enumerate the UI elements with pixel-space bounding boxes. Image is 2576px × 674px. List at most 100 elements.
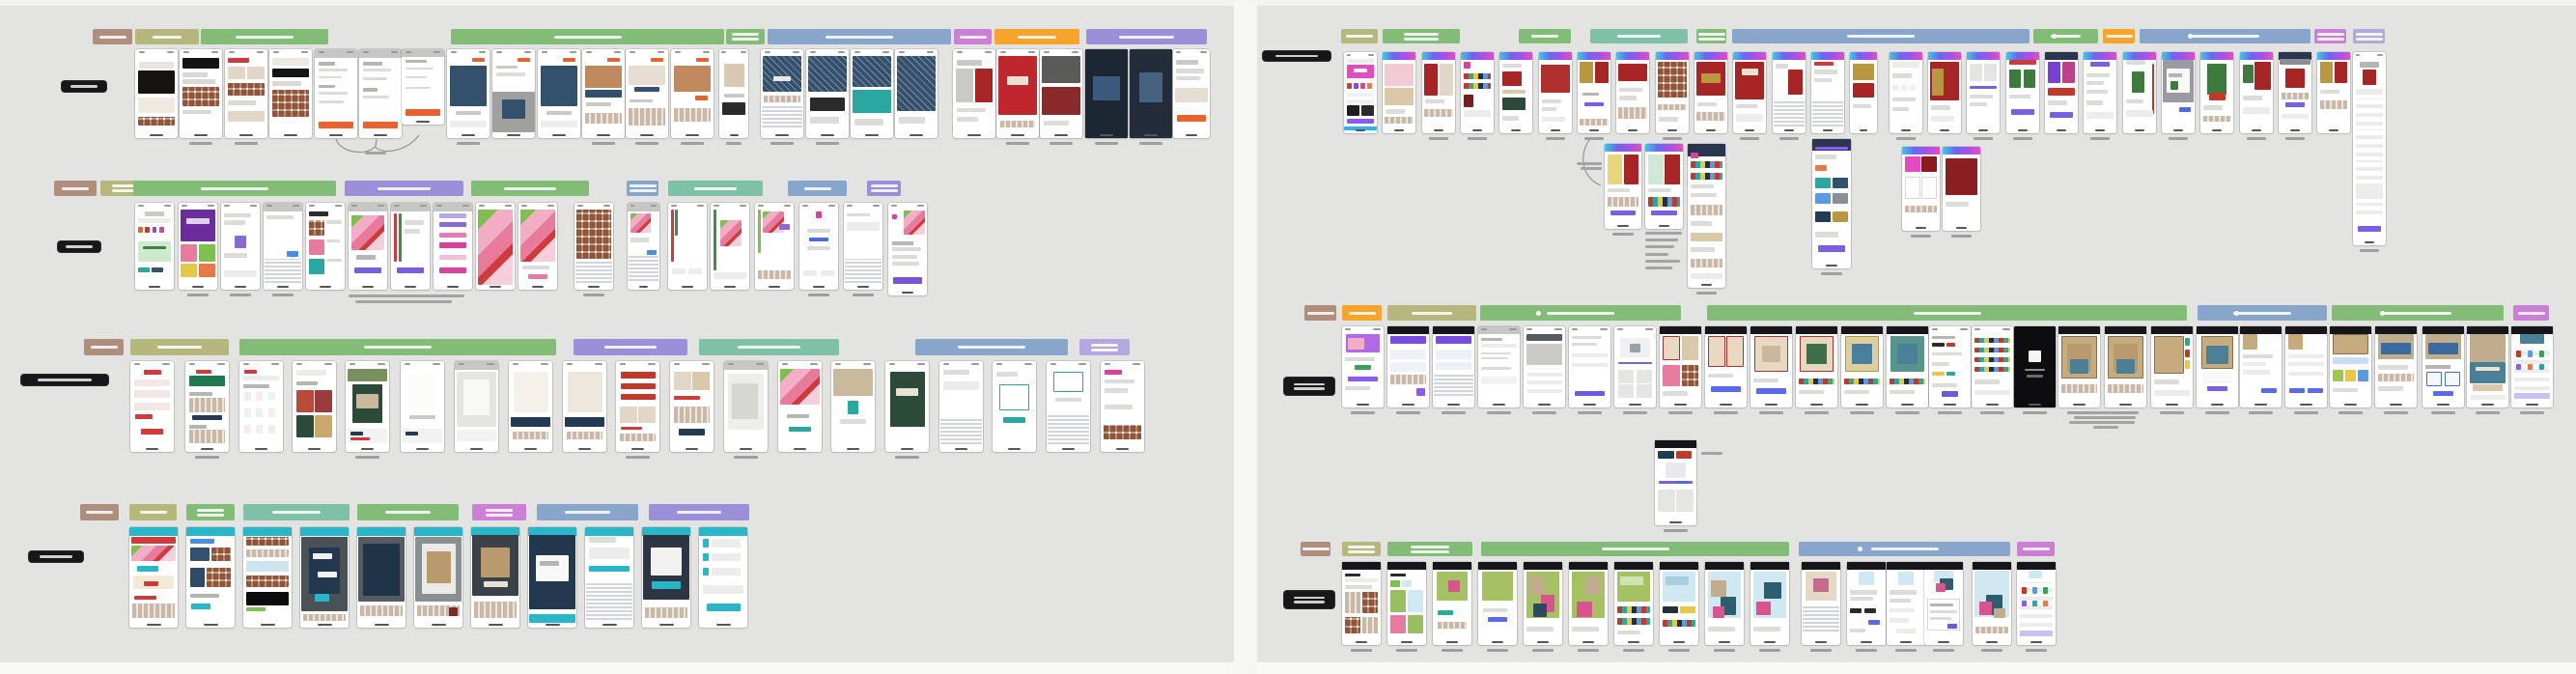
app-screen-frame[interactable] — [447, 49, 490, 138]
section-label-bar[interactable] — [954, 29, 992, 44]
app-screen-frame[interactable] — [2200, 52, 2233, 133]
app-screen-frame[interactable] — [616, 361, 659, 452]
app-screen-frame[interactable] — [2422, 326, 2464, 407]
section-label-bar[interactable] — [1799, 542, 2010, 556]
app-screen-frame[interactable] — [585, 527, 633, 628]
app-screen-frame[interactable] — [528, 527, 576, 628]
section-label-bar[interactable] — [668, 181, 763, 196]
app-screen-frame[interactable] — [2058, 326, 2100, 407]
app-screen-frame[interactable] — [1085, 49, 1128, 138]
app-screen-frame[interactable] — [518, 203, 557, 290]
app-screen-frame[interactable] — [1841, 326, 1883, 407]
section-label-bar[interactable] — [699, 339, 839, 355]
app-screen-frame[interactable] — [1688, 144, 1725, 288]
app-screen-frame[interactable] — [1660, 326, 1701, 407]
app-screen-frame[interactable] — [2330, 326, 2371, 407]
app-screen-frame[interactable] — [939, 361, 983, 452]
app-screen-frame[interactable] — [1750, 562, 1789, 645]
app-screen-frame[interactable] — [1344, 52, 1377, 133]
app-screen-frame[interactable] — [1569, 562, 1608, 645]
section-label-bar[interactable] — [357, 504, 459, 520]
section-label-bar[interactable] — [649, 504, 749, 520]
section-label-bar[interactable] — [1086, 29, 1207, 44]
section-label-bar[interactable] — [1341, 29, 1378, 43]
section-label-bar[interactable] — [2017, 542, 2055, 556]
app-screen-frame[interactable] — [2240, 52, 2273, 133]
section-label-bar[interactable] — [130, 339, 229, 355]
section-label-bar[interactable] — [627, 181, 658, 196]
app-screen-frame[interactable] — [1890, 52, 1922, 133]
app-screen-frame[interactable] — [2279, 52, 2311, 133]
app-screen-frame[interactable] — [761, 49, 803, 138]
app-screen-frame[interactable] — [357, 527, 406, 628]
app-screen-frame[interactable] — [2467, 326, 2508, 407]
app-screen-frame[interactable] — [1478, 562, 1517, 645]
app-screen-frame[interactable] — [1342, 562, 1381, 645]
app-screen-frame[interactable] — [1928, 52, 1961, 133]
app-screen-frame[interactable] — [269, 49, 312, 138]
section-label-bar[interactable] — [451, 29, 724, 44]
section-label-bar[interactable] — [537, 504, 638, 520]
app-screen-frame[interactable] — [1811, 52, 1844, 133]
app-screen-frame[interactable] — [1040, 49, 1082, 138]
app-screen-frame[interactable] — [1578, 52, 1610, 133]
app-screen-frame[interactable] — [471, 527, 519, 628]
section-label-bar[interactable] — [788, 181, 847, 196]
app-screen-frame[interactable] — [186, 527, 235, 628]
app-screen-frame[interactable] — [719, 49, 748, 138]
app-screen-frame[interactable] — [1422, 52, 1455, 133]
app-screen-frame[interactable] — [239, 361, 283, 452]
app-screen-frame[interactable] — [1614, 562, 1653, 645]
app-screen-frame[interactable] — [293, 361, 336, 452]
app-screen-frame[interactable] — [1694, 52, 1727, 133]
app-screen-frame[interactable] — [831, 361, 875, 452]
section-label-bar[interactable] — [867, 181, 901, 196]
app-screen-frame[interactable] — [2014, 326, 2056, 407]
app-screen-frame[interactable] — [1173, 49, 1210, 138]
app-screen-frame[interactable] — [2240, 326, 2282, 407]
section-label-bar[interactable] — [93, 29, 132, 44]
app-screen-frame[interactable] — [179, 203, 217, 290]
app-screen-frame[interactable] — [1705, 326, 1747, 407]
section-label-bar[interactable] — [2033, 29, 2098, 43]
app-screen-frame[interactable] — [993, 361, 1036, 452]
section-label-bar[interactable] — [84, 339, 124, 355]
app-screen-frame[interactable] — [671, 49, 714, 138]
app-screen-frame[interactable] — [1733, 52, 1766, 133]
section-label-bar[interactable] — [239, 339, 556, 355]
section-label-bar[interactable] — [1342, 542, 1381, 556]
app-screen-frame[interactable] — [225, 49, 267, 138]
app-screen-frame[interactable] — [185, 361, 229, 452]
app-screen-frame[interactable] — [1387, 326, 1429, 407]
app-screen-frame[interactable] — [626, 49, 668, 138]
app-screen-frame[interactable] — [243, 527, 292, 628]
app-screen-frame[interactable] — [1524, 326, 1565, 407]
app-screen-frame[interactable] — [221, 203, 260, 290]
app-screen-frame[interactable] — [1972, 326, 2013, 407]
section-label-bar[interactable] — [471, 181, 589, 196]
app-screen-frame[interactable] — [509, 361, 552, 452]
app-screen-frame[interactable] — [2162, 52, 2195, 133]
app-screen-frame[interactable] — [2006, 52, 2039, 133]
app-screen-frame[interactable] — [2151, 326, 2193, 407]
app-screen-frame[interactable] — [180, 49, 222, 138]
flow-name-pill[interactable] — [1263, 51, 1330, 61]
app-screen-frame[interactable] — [668, 203, 707, 290]
app-screen-frame[interactable] — [1655, 440, 1696, 525]
app-screen-frame[interactable] — [2084, 52, 2116, 133]
section-label-bar[interactable] — [243, 504, 350, 520]
app-screen-frame[interactable] — [306, 203, 345, 290]
flow-name-pill[interactable] — [62, 81, 106, 92]
section-label-bar[interactable] — [2103, 29, 2135, 43]
app-screen-frame[interactable] — [349, 203, 387, 290]
app-screen-frame[interactable] — [1614, 326, 1656, 407]
app-screen-frame[interactable] — [1887, 326, 1928, 407]
app-screen-frame[interactable] — [346, 361, 389, 452]
flow-name-pill[interactable] — [21, 375, 108, 385]
section-label-bar[interactable] — [201, 29, 328, 44]
app-screen-frame[interactable] — [391, 203, 430, 290]
app-screen-frame[interactable] — [844, 203, 882, 290]
app-screen-frame[interactable] — [300, 527, 349, 628]
app-screen-frame[interactable] — [1812, 139, 1851, 268]
app-screen-frame[interactable] — [2105, 326, 2146, 407]
